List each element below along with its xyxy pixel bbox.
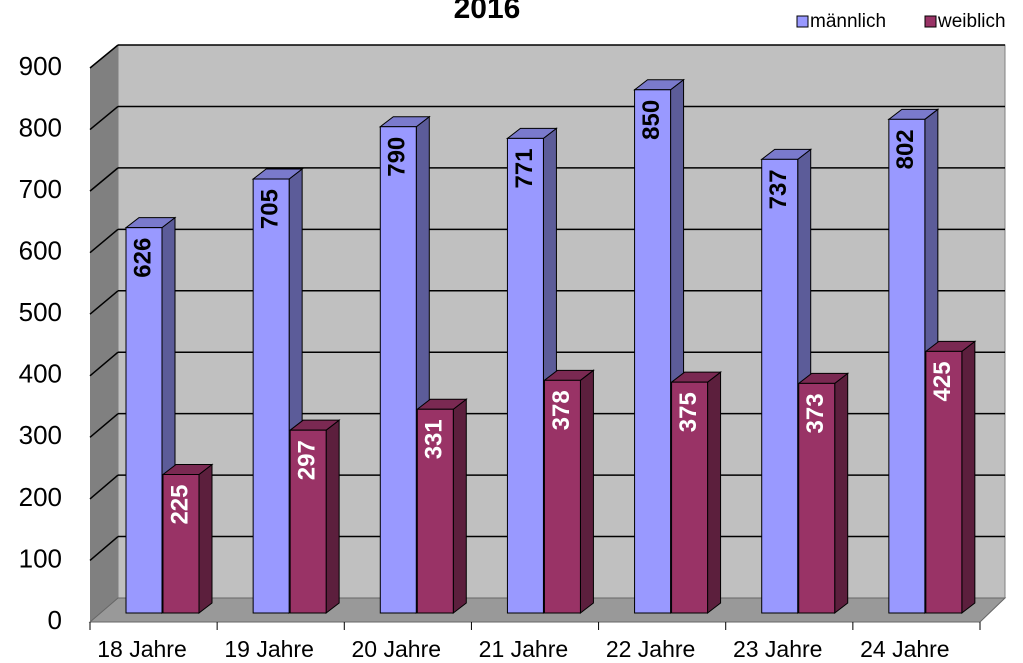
data-label: 425: [929, 361, 956, 401]
grid-line: [89, 413, 119, 438]
bar-group: 850: [633, 78, 686, 615]
data-label: 850: [638, 100, 665, 140]
bar-side: [325, 419, 340, 615]
x-tick-label: 24 Jahre: [860, 636, 950, 662]
y-tick-label: 700: [19, 174, 62, 204]
bar-side: [452, 398, 467, 615]
bar-side: [198, 463, 213, 615]
grid-line: [89, 228, 119, 254]
x-tick-label: 23 Jahre: [733, 636, 823, 662]
grid-line: [89, 474, 119, 500]
bar: [125, 227, 163, 614]
data-label: 225: [166, 485, 193, 525]
data-label: 331: [421, 419, 448, 459]
side-wall: [90, 45, 118, 622]
y-tick-label: 500: [19, 297, 62, 327]
data-label: 737: [765, 169, 792, 209]
y-tick-label: 400: [19, 359, 62, 389]
y-tick-label: 300: [19, 420, 62, 450]
bar-group: 378: [542, 369, 595, 615]
legend-swatch: [924, 15, 937, 28]
bar: [506, 137, 544, 614]
x-tick-label: 21 Jahre: [479, 636, 569, 662]
grid-line: [89, 535, 119, 562]
data-label: 790: [384, 137, 411, 177]
bar-group: 373: [797, 372, 850, 615]
data-label: 802: [892, 129, 919, 169]
bar: [761, 158, 799, 614]
data-label: 375: [675, 392, 702, 432]
y-tick-label: 0: [48, 605, 62, 635]
grid-line: [89, 44, 119, 69]
y-tick-label: 100: [19, 543, 62, 573]
data-label: 373: [802, 393, 829, 433]
bar: [888, 118, 926, 614]
x-tick-label: 18 Jahre: [97, 636, 187, 662]
bar-side: [707, 371, 722, 615]
chart-title: 2016: [454, 0, 521, 25]
legend-swatch: [796, 15, 809, 28]
bar: [252, 178, 290, 614]
grid-line: [89, 167, 119, 192]
y-tick-label: 600: [19, 236, 62, 266]
data-label: 705: [256, 189, 283, 229]
bar-side: [834, 372, 849, 615]
bar: [289, 429, 327, 614]
y-tick-label: 200: [19, 482, 62, 512]
bar-group: 425: [924, 340, 977, 615]
legend-label: weiblich: [937, 11, 1006, 32]
grid-line: [89, 351, 119, 377]
bar-group: 331: [415, 398, 468, 615]
bar-group: 297: [288, 419, 341, 615]
x-tick-label: 20 Jahre: [352, 636, 442, 662]
grid-line: [89, 290, 119, 315]
data-label: 378: [548, 390, 575, 430]
bar-side: [579, 369, 594, 615]
bar-side: [961, 340, 976, 615]
data-label: 297: [293, 440, 320, 480]
bar: [162, 474, 200, 614]
data-label: 626: [129, 238, 156, 278]
y-tick-label: 800: [19, 112, 62, 142]
bar-group: 375: [670, 371, 723, 615]
x-tick-label: 22 Jahre: [606, 636, 696, 662]
bar: [634, 89, 672, 614]
grid-line: [89, 105, 119, 131]
bar: [671, 381, 709, 614]
data-label: 771: [511, 148, 538, 188]
bar: [925, 350, 963, 614]
bar: [416, 408, 454, 614]
bar-group: 225: [161, 463, 214, 615]
y-tick-label: 900: [19, 51, 62, 81]
bar: [798, 382, 836, 614]
bar: [543, 379, 581, 614]
x-tick-label: 19 Jahre: [224, 636, 314, 662]
legend-label: männlich: [810, 11, 886, 32]
bar: [379, 126, 417, 614]
